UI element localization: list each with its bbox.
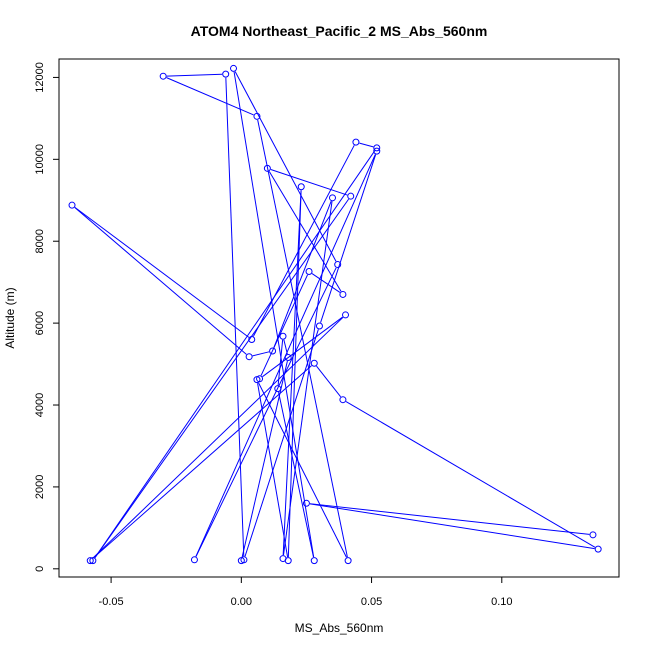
data-point	[589, 531, 597, 539]
data-point	[248, 335, 256, 343]
series-segment	[166, 73, 223, 77]
data-point	[334, 261, 342, 269]
series-segment	[195, 267, 337, 557]
series-segment	[283, 339, 288, 355]
data-point	[274, 385, 282, 393]
y-tick-label: 12000	[34, 62, 46, 93]
data-point	[315, 322, 323, 330]
series-segment	[241, 360, 288, 558]
data-point	[89, 557, 97, 565]
series-segment	[270, 168, 348, 196]
series-segment	[273, 200, 332, 348]
series-segment	[282, 201, 333, 556]
series-segment	[166, 77, 254, 116]
series-segment	[225, 77, 245, 557]
data-point	[305, 268, 313, 276]
data-point	[245, 353, 253, 361]
data-point	[253, 376, 261, 384]
series-segment	[345, 401, 596, 548]
series-segment	[262, 316, 343, 378]
series-segment	[277, 339, 284, 386]
data-point	[352, 138, 360, 146]
data-point	[284, 354, 292, 362]
series	[68, 64, 602, 565]
data-point	[310, 359, 318, 367]
x-tick-label: 0.05	[361, 596, 382, 608]
data-point	[222, 70, 230, 78]
series-segment	[316, 365, 342, 398]
series-segment	[309, 503, 595, 550]
series-segment	[257, 119, 348, 558]
data-point	[373, 144, 381, 152]
data-point	[342, 311, 350, 319]
data-point	[347, 192, 355, 200]
series-segment	[359, 142, 374, 148]
data-point	[86, 557, 94, 565]
data-point	[279, 332, 287, 340]
x-tick-label: -0.05	[99, 596, 124, 608]
data-point	[310, 557, 318, 565]
data-point	[297, 183, 305, 191]
data-point	[594, 545, 602, 553]
x-axis: -0.05 0.00 0.05 0.10	[99, 577, 513, 608]
data-point	[253, 112, 261, 120]
series-segment	[244, 329, 319, 557]
y-tick-label: 0	[34, 566, 46, 572]
series-segment	[233, 71, 315, 558]
series-segment	[309, 503, 590, 535]
data-point	[159, 72, 167, 80]
data-point	[230, 64, 238, 72]
series-segment	[252, 351, 270, 357]
data-point	[237, 557, 245, 565]
data-point	[339, 290, 347, 298]
y-tick-label: 10000	[34, 144, 46, 175]
series-segment	[94, 198, 350, 558]
series-segment	[92, 365, 312, 559]
x-tick-label: 0.10	[491, 596, 512, 608]
data-point	[284, 557, 292, 565]
x-axis-label: MS_Abs_560nm	[295, 621, 384, 635]
series-segment	[74, 207, 247, 355]
series-segment	[311, 273, 341, 293]
series-segment	[234, 71, 337, 262]
series-segment	[260, 274, 308, 376]
data-point	[269, 347, 277, 355]
data-point	[302, 499, 310, 507]
x-tick-label: 0.00	[231, 596, 252, 608]
data-point	[328, 194, 336, 202]
series-segment	[74, 206, 250, 338]
series-segment	[94, 150, 376, 558]
y-tick-label: 2000	[34, 475, 46, 499]
y-tick-label: 6000	[34, 311, 46, 335]
data-point	[68, 201, 76, 209]
y-axis-label: Altitude (m)	[3, 287, 17, 348]
series-segment	[252, 145, 355, 337]
series-segment	[92, 317, 344, 559]
y-axis: 0 2000 4000 6000 8000 10000 12000	[34, 62, 59, 572]
data-point	[339, 396, 347, 404]
chart-title: ATOM4 Northeast_Pacific_2 MS_Abs_560nm	[191, 23, 488, 39]
data-point	[263, 164, 271, 172]
series-segment	[287, 190, 302, 558]
data-point	[373, 147, 381, 155]
series-segment	[282, 190, 302, 556]
data-point	[190, 556, 198, 564]
data-point	[344, 557, 352, 565]
plot-frame	[58, 58, 620, 578]
series-segment	[278, 392, 314, 558]
series-segment	[320, 154, 377, 323]
y-tick-label: 4000	[34, 393, 46, 417]
y-tick-label: 8000	[34, 229, 46, 253]
series-segment	[268, 171, 342, 292]
series-segment	[258, 382, 347, 558]
